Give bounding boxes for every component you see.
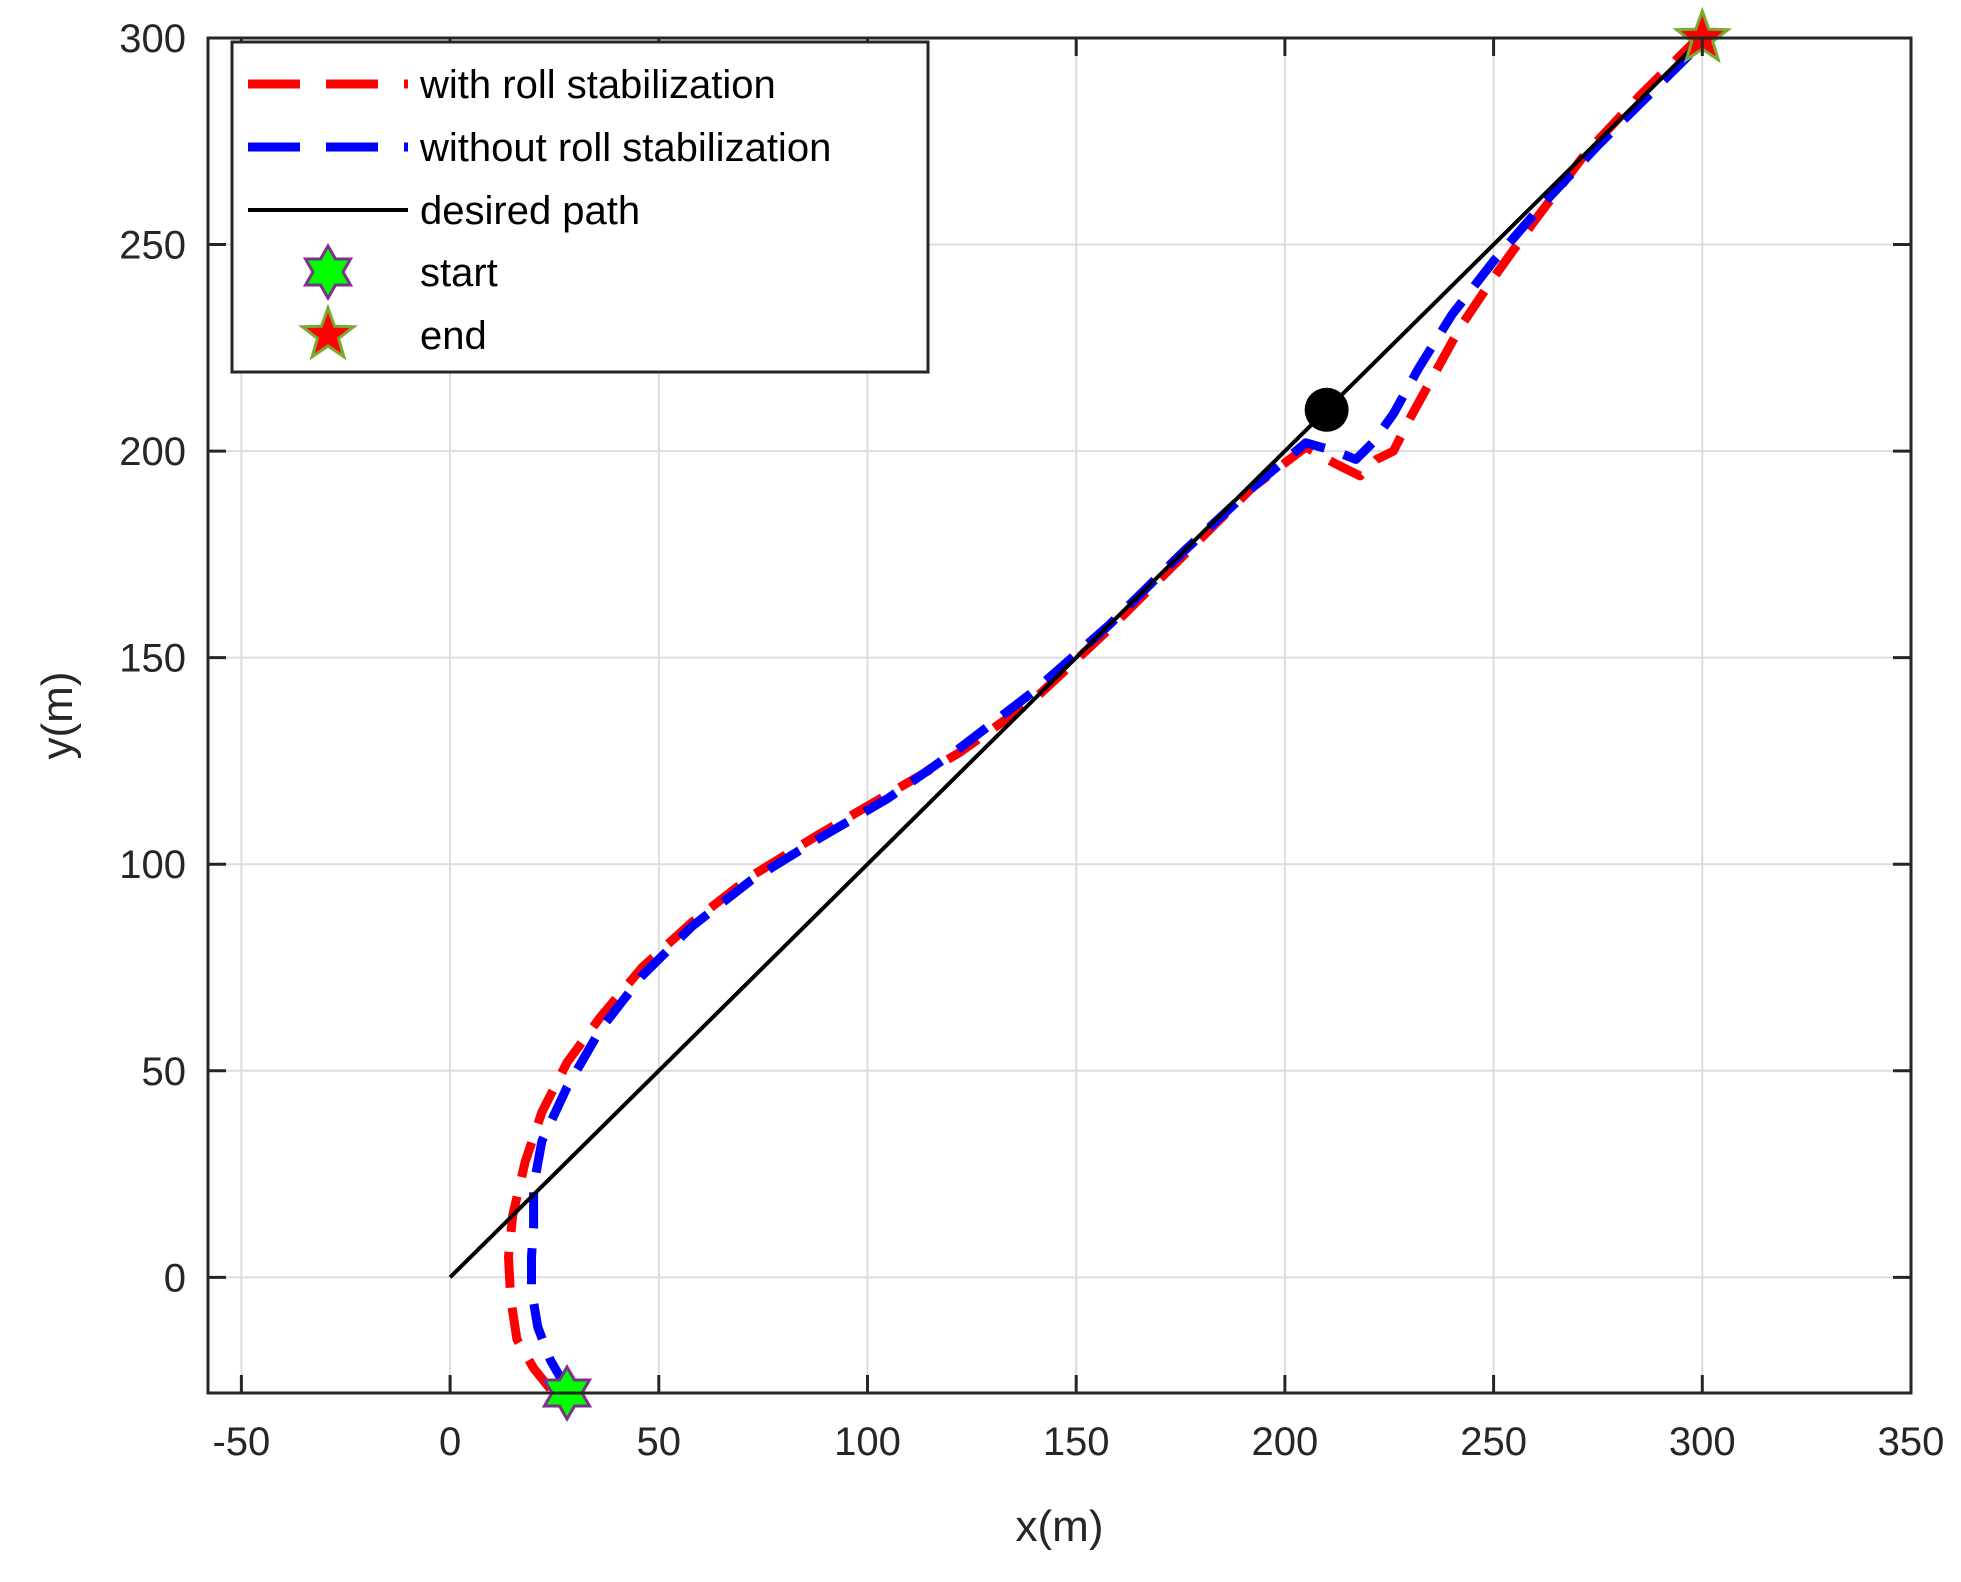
series-layer <box>448 33 1708 1392</box>
y-tick-label: 150 <box>119 637 186 681</box>
x-tick-label: 100 <box>834 1420 901 1464</box>
legend-label: end <box>420 314 487 358</box>
x-tick-label: 350 <box>1878 1420 1945 1464</box>
y-tick-label: 250 <box>119 224 186 268</box>
x-tick-label: 50 <box>637 1420 682 1464</box>
legend-label: start <box>420 251 498 295</box>
legend-label: without roll stabilization <box>419 126 831 170</box>
y-tick-label: 0 <box>164 1256 186 1300</box>
plot-frame <box>206 36 1913 1395</box>
grid <box>208 37 1912 1393</box>
x-tick-label: -50 <box>212 1420 270 1464</box>
legend-end-swatch <box>298 303 358 361</box>
legend: with roll stabilization without roll stab… <box>230 40 930 374</box>
x-axis-label: x(m) <box>1016 1502 1104 1551</box>
legend-box <box>230 40 930 374</box>
y-tick-label: 100 <box>119 843 186 887</box>
ticks: -50 0 50 100 150 200 250 300 350 0 50 100 150 200 250 3… <box>119 17 1944 1464</box>
x-tick-label: 250 <box>1460 1420 1527 1464</box>
x-tick-label: 300 <box>1669 1420 1736 1464</box>
series-line-2 <box>527 38 1706 1392</box>
y-tick-label: 50 <box>142 1050 187 1094</box>
x-tick-label: 150 <box>1043 1420 1110 1464</box>
x-tick-label: 0 <box>439 1420 461 1464</box>
y-tick-label: 200 <box>119 430 186 474</box>
legend-label: desired path <box>420 189 640 233</box>
series-line-1 <box>504 33 1708 1392</box>
legend-label: with roll stabilization <box>419 63 776 107</box>
waypoint-marker <box>1304 387 1349 432</box>
series-line-3 <box>448 36 1704 1279</box>
y-tick-label: 300 <box>119 17 186 61</box>
x-tick-label: 200 <box>1252 1420 1319 1464</box>
y-axis-label: y(m) <box>33 672 82 760</box>
legend-start-swatch <box>302 242 354 302</box>
